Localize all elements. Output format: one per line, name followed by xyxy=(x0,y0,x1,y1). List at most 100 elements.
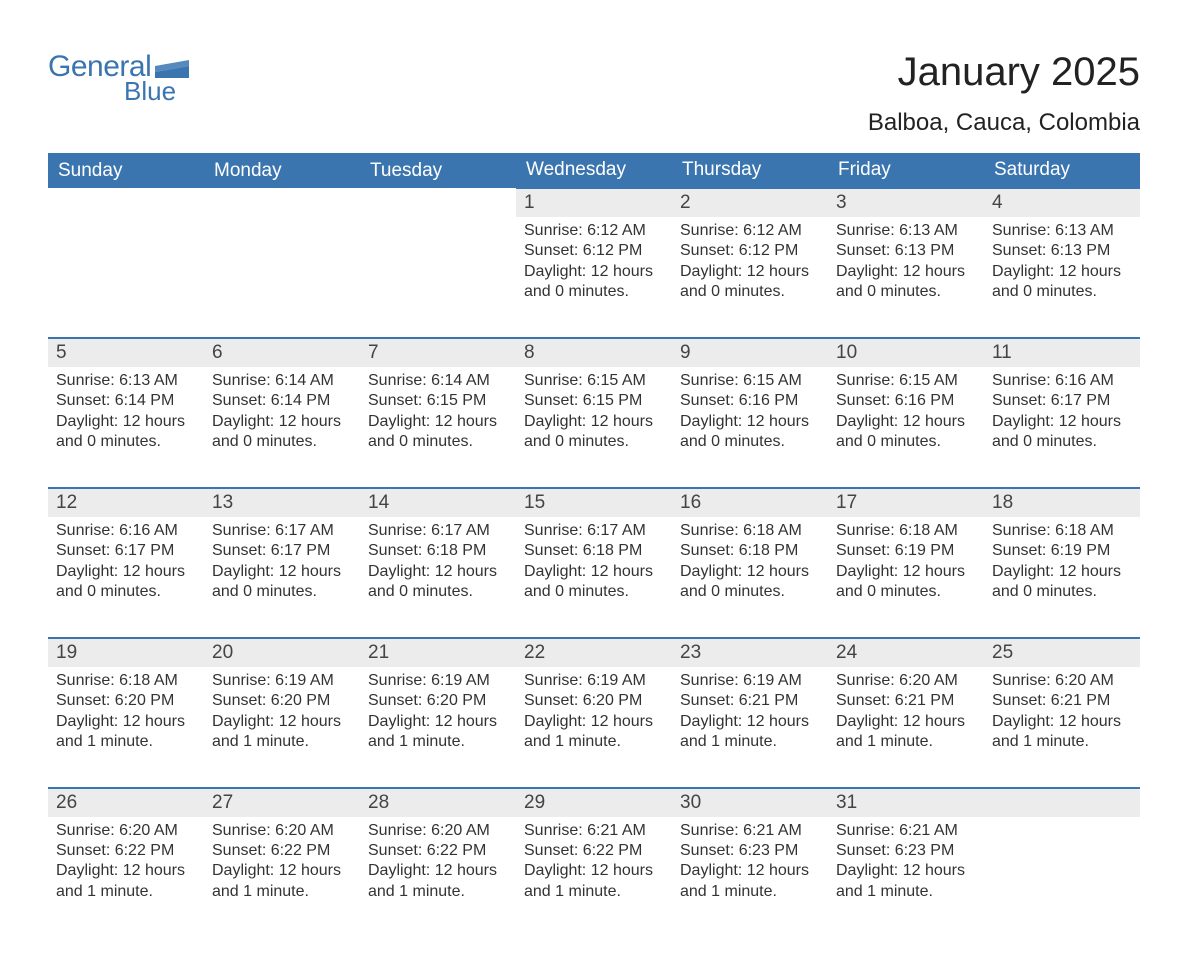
sunset-line: Sunset: 6:23 PM xyxy=(836,841,976,861)
day-detail-row: Sunrise: 6:16 AMSunset: 6:17 PMDaylight:… xyxy=(48,517,1140,638)
daylight-line: Daylight: 12 hours and 0 minutes. xyxy=(368,412,508,453)
location-subtitle: Balboa, Cauca, Colombia xyxy=(868,109,1140,137)
title-block: January 2025 Balboa, Cauca, Colombia xyxy=(868,50,1140,137)
day-detail-cell: Sunrise: 6:20 AMSunset: 6:22 PMDaylight:… xyxy=(204,817,360,937)
day-detail-cell: Sunrise: 6:16 AMSunset: 6:17 PMDaylight:… xyxy=(984,367,1140,488)
flag-icon xyxy=(155,56,189,78)
sunset-line: Sunset: 6:16 PM xyxy=(680,391,820,411)
sunrise-line: Sunrise: 6:18 AM xyxy=(680,521,820,541)
daylight-line: Daylight: 12 hours and 1 minute. xyxy=(212,712,352,753)
daylight-line: Daylight: 12 hours and 1 minute. xyxy=(56,861,196,902)
day-number-cell: 12 xyxy=(48,488,204,517)
daylight-line: Daylight: 12 hours and 0 minutes. xyxy=(836,412,976,453)
sunset-line: Sunset: 6:15 PM xyxy=(368,391,508,411)
sunrise-line: Sunrise: 6:20 AM xyxy=(56,821,196,841)
day-number-cell: 24 xyxy=(828,638,984,667)
day-number-row: 19202122232425 xyxy=(48,638,1140,667)
daylight-line: Daylight: 12 hours and 1 minute. xyxy=(524,712,664,753)
sunrise-line: Sunrise: 6:17 AM xyxy=(212,521,352,541)
daylight-line: Daylight: 12 hours and 0 minutes. xyxy=(680,262,820,303)
day-number-cell: 30 xyxy=(672,788,828,817)
sunset-line: Sunset: 6:20 PM xyxy=(524,691,664,711)
sunset-line: Sunset: 6:20 PM xyxy=(368,691,508,711)
daylight-line: Daylight: 12 hours and 1 minute. xyxy=(836,861,976,902)
logo-text-blue: Blue xyxy=(124,76,189,107)
day-number-cell: 16 xyxy=(672,488,828,517)
sunset-line: Sunset: 6:18 PM xyxy=(680,541,820,561)
daylight-line: Daylight: 12 hours and 1 minute. xyxy=(992,712,1132,753)
daylight-line: Daylight: 12 hours and 0 minutes. xyxy=(992,412,1132,453)
sunset-line: Sunset: 6:14 PM xyxy=(56,391,196,411)
sunset-line: Sunset: 6:17 PM xyxy=(56,541,196,561)
day-number-cell: 27 xyxy=(204,788,360,817)
sunrise-line: Sunrise: 6:12 AM xyxy=(680,221,820,241)
day-detail-cell: Sunrise: 6:18 AMSunset: 6:18 PMDaylight:… xyxy=(672,517,828,638)
daylight-line: Daylight: 12 hours and 1 minute. xyxy=(56,712,196,753)
weekday-header: Tuesday xyxy=(360,153,516,188)
day-number-cell: 10 xyxy=(828,338,984,367)
day-detail-cell: Sunrise: 6:19 AMSunset: 6:20 PMDaylight:… xyxy=(516,667,672,788)
day-number-cell: 25 xyxy=(984,638,1140,667)
sunset-line: Sunset: 6:22 PM xyxy=(524,841,664,861)
daylight-line: Daylight: 12 hours and 1 minute. xyxy=(524,861,664,902)
day-number-row: 1234 xyxy=(48,188,1140,217)
day-number-cell: 5 xyxy=(48,338,204,367)
day-detail-cell: Sunrise: 6:12 AMSunset: 6:12 PMDaylight:… xyxy=(672,217,828,338)
day-detail-cell: Sunrise: 6:15 AMSunset: 6:15 PMDaylight:… xyxy=(516,367,672,488)
day-number-cell: 31 xyxy=(828,788,984,817)
weekday-header-row: SundayMondayTuesdayWednesdayThursdayFrid… xyxy=(48,153,1140,188)
sunset-line: Sunset: 6:21 PM xyxy=(992,691,1132,711)
daylight-line: Daylight: 12 hours and 0 minutes. xyxy=(212,562,352,603)
sunset-line: Sunset: 6:18 PM xyxy=(368,541,508,561)
day-detail-cell xyxy=(48,217,204,338)
day-detail-cell: Sunrise: 6:21 AMSunset: 6:23 PMDaylight:… xyxy=(672,817,828,937)
sunrise-line: Sunrise: 6:20 AM xyxy=(368,821,508,841)
day-detail-cell: Sunrise: 6:14 AMSunset: 6:15 PMDaylight:… xyxy=(360,367,516,488)
day-detail-cell: Sunrise: 6:15 AMSunset: 6:16 PMDaylight:… xyxy=(672,367,828,488)
daylight-line: Daylight: 12 hours and 1 minute. xyxy=(212,861,352,902)
day-detail-cell: Sunrise: 6:12 AMSunset: 6:12 PMDaylight:… xyxy=(516,217,672,338)
day-detail-row: Sunrise: 6:20 AMSunset: 6:22 PMDaylight:… xyxy=(48,817,1140,937)
sunset-line: Sunset: 6:17 PM xyxy=(212,541,352,561)
day-detail-cell: Sunrise: 6:17 AMSunset: 6:18 PMDaylight:… xyxy=(516,517,672,638)
day-detail-cell: Sunrise: 6:13 AMSunset: 6:13 PMDaylight:… xyxy=(984,217,1140,338)
day-number-row: 12131415161718 xyxy=(48,488,1140,517)
sunrise-line: Sunrise: 6:18 AM xyxy=(56,671,196,691)
sunset-line: Sunset: 6:22 PM xyxy=(56,841,196,861)
daylight-line: Daylight: 12 hours and 0 minutes. xyxy=(524,412,664,453)
sunset-line: Sunset: 6:13 PM xyxy=(992,241,1132,261)
sunset-line: Sunset: 6:18 PM xyxy=(524,541,664,561)
weekday-header: Friday xyxy=(828,153,984,188)
day-number-cell: 23 xyxy=(672,638,828,667)
day-detail-cell: Sunrise: 6:18 AMSunset: 6:19 PMDaylight:… xyxy=(828,517,984,638)
day-number-cell: 1 xyxy=(516,188,672,217)
daylight-line: Daylight: 12 hours and 0 minutes. xyxy=(836,562,976,603)
day-detail-cell: Sunrise: 6:20 AMSunset: 6:21 PMDaylight:… xyxy=(984,667,1140,788)
day-number-cell: 11 xyxy=(984,338,1140,367)
sunrise-line: Sunrise: 6:16 AM xyxy=(992,371,1132,391)
day-number-cell: 13 xyxy=(204,488,360,517)
sunset-line: Sunset: 6:16 PM xyxy=(836,391,976,411)
sunrise-line: Sunrise: 6:16 AM xyxy=(56,521,196,541)
sunrise-line: Sunrise: 6:12 AM xyxy=(524,221,664,241)
daylight-line: Daylight: 12 hours and 1 minute. xyxy=(368,712,508,753)
sunset-line: Sunset: 6:14 PM xyxy=(212,391,352,411)
daylight-line: Daylight: 12 hours and 0 minutes. xyxy=(56,412,196,453)
day-detail-row: Sunrise: 6:13 AMSunset: 6:14 PMDaylight:… xyxy=(48,367,1140,488)
day-detail-cell: Sunrise: 6:17 AMSunset: 6:18 PMDaylight:… xyxy=(360,517,516,638)
sunrise-line: Sunrise: 6:19 AM xyxy=(680,671,820,691)
day-detail-cell: Sunrise: 6:19 AMSunset: 6:20 PMDaylight:… xyxy=(204,667,360,788)
sunrise-line: Sunrise: 6:14 AM xyxy=(368,371,508,391)
sunrise-line: Sunrise: 6:15 AM xyxy=(836,371,976,391)
weekday-header: Sunday xyxy=(48,153,204,188)
day-number-cell: 8 xyxy=(516,338,672,367)
daylight-line: Daylight: 12 hours and 0 minutes. xyxy=(524,262,664,303)
daylight-line: Daylight: 12 hours and 0 minutes. xyxy=(836,262,976,303)
sunrise-line: Sunrise: 6:19 AM xyxy=(368,671,508,691)
day-detail-cell xyxy=(360,217,516,338)
day-number-cell: 6 xyxy=(204,338,360,367)
sunset-line: Sunset: 6:13 PM xyxy=(836,241,976,261)
sunset-line: Sunset: 6:17 PM xyxy=(992,391,1132,411)
daylight-line: Daylight: 12 hours and 1 minute. xyxy=(836,712,976,753)
daylight-line: Daylight: 12 hours and 0 minutes. xyxy=(992,562,1132,603)
